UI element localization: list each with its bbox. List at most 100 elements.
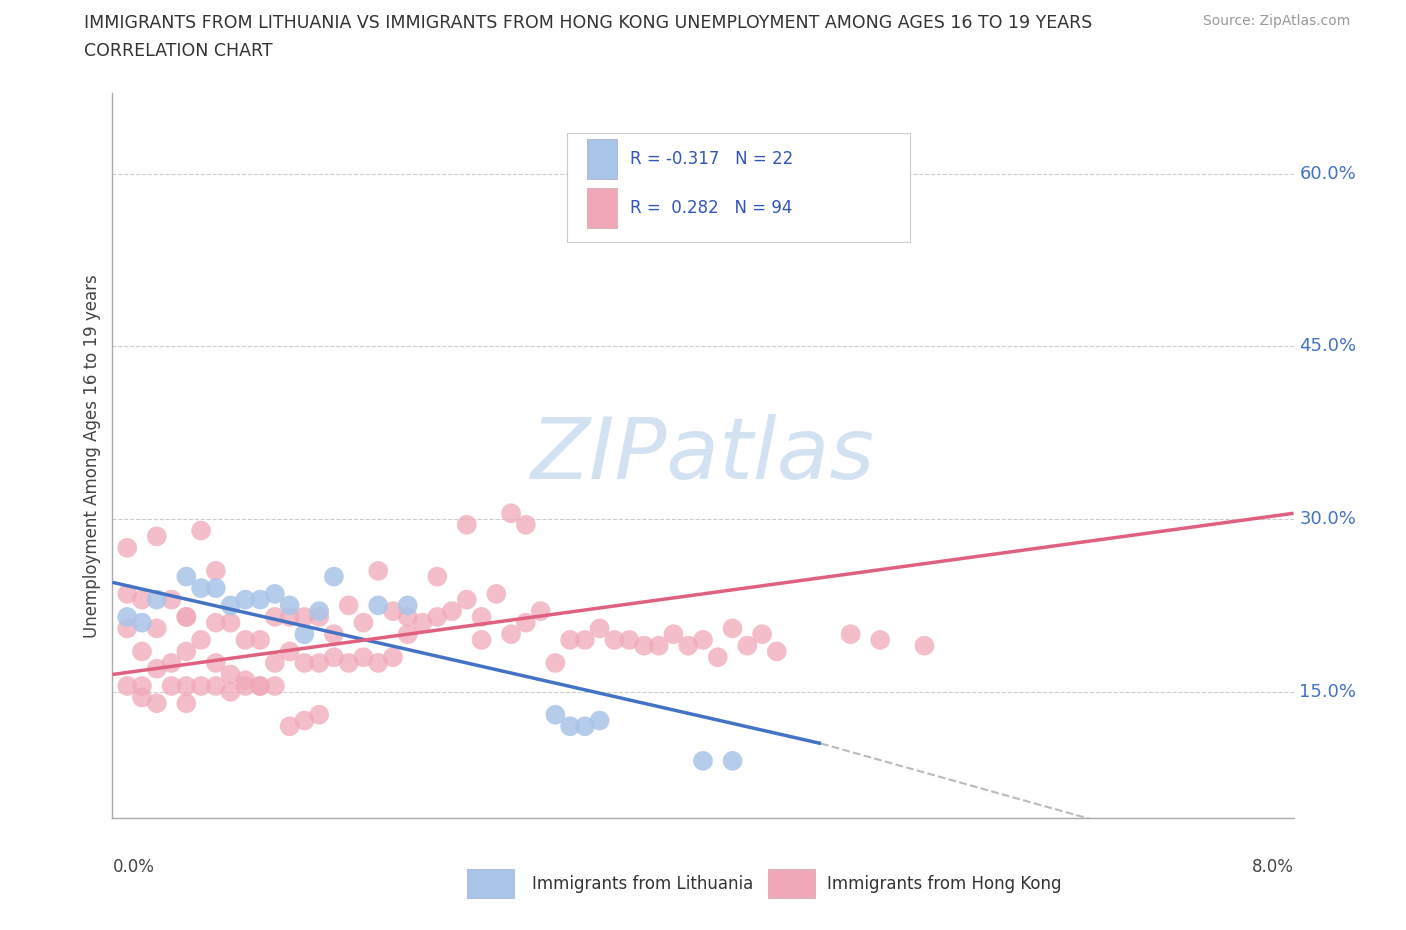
Point (264, 656, 287, 671)
Point (174, 696, 197, 711)
Text: Immigrants from Hong Kong: Immigrants from Hong Kong (827, 875, 1062, 893)
Text: R =  0.282   N = 94: R = 0.282 N = 94 (630, 199, 792, 217)
Point (278, 719, 301, 734)
Point (117, 609, 138, 624)
Point (117, 679, 138, 694)
Point (190, 632, 212, 647)
Point (603, 632, 626, 647)
Point (707, 650, 730, 665)
Point (471, 632, 494, 647)
Text: IMMIGRANTS FROM LITHUANIA VS IMMIGRANTS FROM HONG KONG UNEMPLOYMENT AMONG AGES 1: IMMIGRANTS FROM LITHUANIA VS IMMIGRANTS … (84, 14, 1092, 32)
Text: CORRELATION CHART: CORRELATION CHART (84, 42, 273, 60)
Point (501, 627, 523, 642)
Point (323, 569, 346, 584)
Point (412, 616, 434, 631)
Point (160, 592, 183, 607)
Text: Immigrants from Lithuania: Immigrants from Lithuania (531, 875, 754, 893)
Point (174, 609, 197, 624)
Point (765, 644, 787, 658)
Point (367, 564, 389, 578)
Point (131, 644, 153, 658)
Point (396, 609, 419, 624)
FancyBboxPatch shape (588, 188, 617, 228)
Point (337, 656, 360, 671)
Point (174, 609, 197, 624)
Point (456, 592, 478, 607)
Point (131, 592, 153, 607)
Text: 45.0%: 45.0% (1299, 338, 1357, 355)
Point (678, 638, 700, 653)
Point (382, 604, 405, 618)
Point (560, 632, 582, 647)
Point (544, 708, 567, 723)
Point (529, 604, 551, 618)
Point (574, 719, 596, 734)
Point (160, 679, 183, 694)
Text: R = -0.317   N = 22: R = -0.317 N = 22 (630, 151, 793, 168)
Point (721, 621, 744, 636)
Point (426, 609, 449, 624)
Point (471, 609, 494, 624)
Point (146, 696, 169, 711)
Point (264, 609, 287, 624)
Point (633, 638, 655, 653)
Point (337, 598, 360, 613)
Point (233, 632, 256, 647)
Point (174, 679, 197, 694)
Text: 0.0%: 0.0% (112, 858, 155, 876)
Point (515, 616, 537, 631)
Point (560, 719, 582, 734)
Point (308, 609, 330, 624)
Point (146, 592, 169, 607)
Point (219, 667, 242, 682)
Point (292, 627, 315, 642)
Point (219, 684, 242, 699)
Point (205, 564, 228, 578)
Point (205, 580, 228, 595)
Point (278, 644, 301, 658)
Point (117, 540, 138, 555)
Point (278, 598, 301, 613)
Point (190, 523, 212, 538)
Point (441, 604, 464, 618)
Point (292, 609, 315, 624)
Point (692, 632, 714, 647)
Point (249, 592, 271, 607)
FancyBboxPatch shape (467, 870, 515, 898)
Point (249, 679, 271, 694)
Point (323, 650, 346, 665)
Point (869, 632, 891, 647)
Point (588, 621, 610, 636)
Point (146, 529, 169, 544)
Point (117, 587, 138, 602)
Point (619, 632, 641, 647)
Point (278, 609, 301, 624)
Point (264, 679, 287, 694)
Point (292, 713, 315, 728)
Point (190, 580, 212, 595)
Point (131, 679, 153, 694)
Point (352, 616, 374, 631)
Point (914, 638, 936, 653)
Point (721, 753, 744, 768)
Point (233, 672, 256, 687)
Point (233, 592, 256, 607)
Point (249, 679, 271, 694)
Point (146, 621, 169, 636)
Point (233, 679, 256, 694)
Point (544, 656, 567, 671)
Point (205, 679, 228, 694)
Point (190, 679, 212, 694)
Point (485, 587, 508, 602)
Point (737, 638, 759, 653)
Point (174, 569, 197, 584)
Point (426, 569, 449, 584)
Point (662, 627, 685, 642)
Point (160, 656, 183, 671)
Point (647, 638, 671, 653)
Point (382, 650, 405, 665)
Point (146, 661, 169, 676)
Point (131, 616, 153, 631)
Point (308, 708, 330, 723)
Point (219, 616, 242, 631)
